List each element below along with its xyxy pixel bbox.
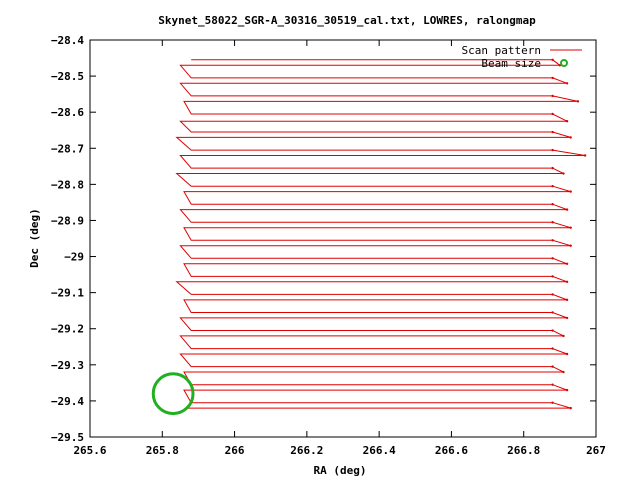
y-tick-label: −28.6 <box>51 106 84 119</box>
scan-row-end-point <box>551 203 554 206</box>
beam-size-circle <box>151 372 195 416</box>
y-tick-label: −28.8 <box>51 178 84 191</box>
scan-row-end-point <box>562 334 565 338</box>
scan-row-end-point <box>551 166 554 170</box>
scan-row-end-point <box>569 226 572 229</box>
scan-row-end-point <box>569 244 572 247</box>
scan-row-end-point <box>551 76 554 80</box>
x-tick-label: 265.8 <box>146 444 179 457</box>
scan-pattern-line <box>175 59 586 409</box>
x-tick-label: 267 <box>586 444 606 457</box>
scan-row-end-point <box>551 365 554 368</box>
scan-row-end-point <box>551 184 554 188</box>
scan-row-end-point <box>583 154 587 157</box>
scan-row-end-point <box>565 82 569 85</box>
scan-row-end-point <box>562 370 565 374</box>
y-axis-label: Dec (deg) <box>28 208 41 268</box>
legend-label-beam-size: Beam size <box>481 57 541 70</box>
y-tick-label: −28.9 <box>51 214 84 227</box>
scan-row-end-point <box>565 298 569 302</box>
scan-row-end-point <box>551 293 554 296</box>
y-tick-label: −29.4 <box>51 395 84 408</box>
scan-row-end-point <box>569 190 572 193</box>
scan-row-end-point <box>551 383 554 386</box>
x-tick-label: 266 <box>225 444 245 457</box>
scan-row-end-point <box>565 316 569 320</box>
scan-row-end-point <box>551 148 554 152</box>
x-tick-label: 266.8 <box>507 444 540 457</box>
scan-row-end-point <box>551 275 554 278</box>
y-tick-label: −29 <box>64 251 84 264</box>
scan-row-end-point <box>565 208 569 211</box>
y-tick-label: −28.5 <box>51 70 84 83</box>
scan-row-end-point <box>551 329 554 332</box>
legend-label-scan-pattern: Scan pattern <box>462 44 541 57</box>
ticks-layer: 265.6 265.8 266 266.2 266.4 266.6 266.8 267 −28.… <box>51 34 606 457</box>
legend: Scan pattern Beam size <box>462 44 582 70</box>
y-tick-label: −28.4 <box>51 34 84 47</box>
legend-swatch-beam-size <box>560 59 568 67</box>
scan-row-end-point <box>576 100 580 103</box>
scan-row-end-point <box>565 280 569 284</box>
scan-row-end-point <box>565 388 569 392</box>
scan-row-end-point <box>551 347 554 350</box>
scan-row-end-point <box>551 257 554 260</box>
scan-row-end-point <box>565 120 569 123</box>
scan-row-end-point <box>551 94 554 98</box>
y-tick-label: −29.1 <box>51 287 84 300</box>
y-tick-label: −28.7 <box>51 142 84 155</box>
scan-row-end-point <box>551 221 554 224</box>
scan-row-end-point <box>551 311 554 314</box>
beam-layer <box>151 372 195 416</box>
scan-row-end-point <box>551 112 554 116</box>
y-tick-label: −29.2 <box>51 323 84 336</box>
plot-frame <box>89 39 597 438</box>
scan-row-end-point <box>551 239 554 242</box>
x-tick-label: 265.6 <box>73 444 106 457</box>
y-tick-label: −29.5 <box>51 431 84 444</box>
scan-row-end-point <box>551 401 554 404</box>
scan-row-end-point <box>565 352 569 356</box>
x-tick-label: 266.4 <box>363 444 396 457</box>
y-tick-label: −29.3 <box>51 359 84 372</box>
scan-row-end-point <box>569 136 572 139</box>
scan-pattern-layer <box>175 58 587 410</box>
scan-row-end-point <box>551 58 554 62</box>
x-axis-label: RA (deg) <box>314 464 367 477</box>
chart-title: Skynet_58022_SGR-A_30316_30519_cal.txt, … <box>158 14 536 27</box>
x-tick-label: 266.6 <box>435 444 468 457</box>
x-tick-label: 266.2 <box>290 444 323 457</box>
scan-row-end-point <box>565 262 569 265</box>
scan-row-end-point <box>569 406 572 410</box>
scan-row-end-point <box>562 172 565 175</box>
scan-row-end-point <box>551 130 554 134</box>
